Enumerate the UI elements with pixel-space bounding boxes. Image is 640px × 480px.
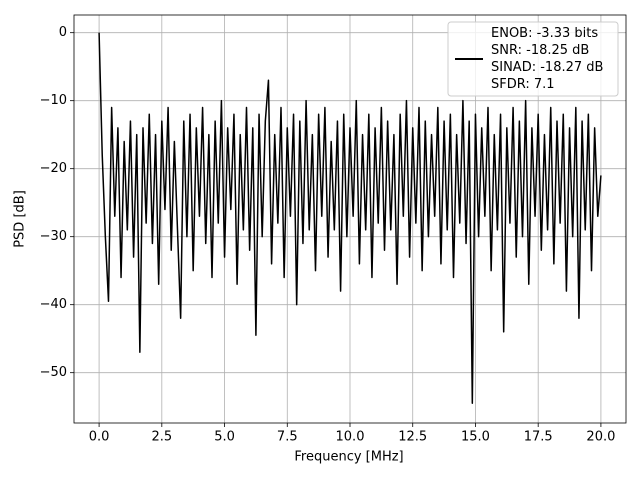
x-tick-label: 5.0 bbox=[214, 430, 235, 445]
x-tick-label: 2.5 bbox=[151, 430, 172, 445]
y-tick-label: −50 bbox=[40, 365, 67, 380]
y-tick-label: −10 bbox=[40, 93, 67, 108]
x-axis-label: Frequency [MHz] bbox=[294, 450, 403, 465]
x-tick-label: 12.5 bbox=[398, 430, 427, 445]
x-tick-label: 15.0 bbox=[461, 430, 490, 445]
y-tick-label: −30 bbox=[40, 229, 67, 244]
legend-line: SNR: -18.25 dB bbox=[491, 43, 589, 58]
y-tick-label: −40 bbox=[40, 297, 67, 312]
x-tick-label: 17.5 bbox=[524, 430, 553, 445]
legend-label: ENOB: -3.33 bits SNR: -18.25 dB SINAD: -18… bbox=[491, 26, 603, 92]
x-tick-label: 0.0 bbox=[89, 430, 110, 445]
legend-line: SINAD: -18.27 dB bbox=[491, 60, 603, 75]
y-tick-label: 0 bbox=[59, 25, 67, 40]
y-axis-label: PSD [dB] bbox=[13, 190, 28, 248]
legend-line: SFDR: 7.1 bbox=[491, 77, 555, 92]
legend-box bbox=[447, 21, 619, 97]
y-tick-label: −20 bbox=[40, 161, 67, 176]
x-tick-label: 7.5 bbox=[277, 430, 298, 445]
psd-line bbox=[98, 32, 602, 405]
axes-frame bbox=[73, 14, 627, 424]
x-tick-label: 10.0 bbox=[336, 430, 365, 445]
x-tick-label: 20.0 bbox=[586, 430, 615, 445]
legend-line: ENOB: -3.33 bits bbox=[491, 26, 598, 41]
